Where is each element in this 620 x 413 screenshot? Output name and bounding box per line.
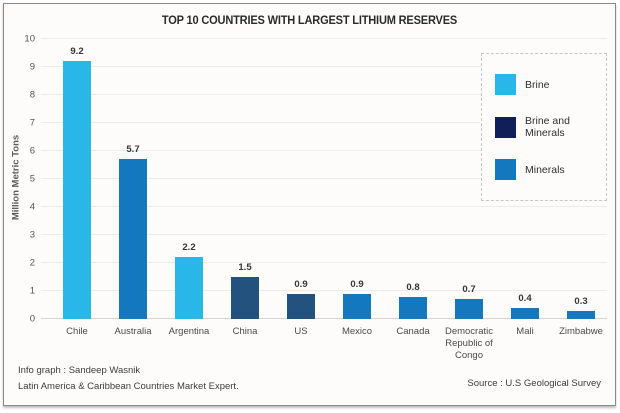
minerals-swatch-icon	[495, 159, 516, 180]
gridline	[41, 122, 607, 123]
bar-canada	[399, 296, 427, 319]
legend-entry-brine-and-minerals: Brine and Minerals	[495, 115, 606, 139]
x-axis-label-us: US	[294, 326, 308, 337]
bar-value-china: 1.5	[238, 262, 252, 273]
legend-label: Brine and Minerals	[525, 115, 570, 139]
gridline	[41, 262, 607, 263]
y-tick-label: 9	[29, 61, 35, 73]
y-tick-label: 8	[29, 89, 35, 101]
infograph-credit-line2: Latin America & Caribbean Countries Mark…	[18, 381, 239, 392]
x-axis-label-zimbabwe: Zimbabwe	[559, 326, 603, 337]
gridline	[41, 178, 607, 179]
bar-value-mexico: 0.9	[350, 278, 364, 290]
legend: Brine Brine and Minerals Minerals	[481, 53, 607, 201]
x-axis-label-chile: Chile	[66, 326, 88, 337]
y-tick-label: 3	[29, 229, 35, 241]
y-tick-label: 4	[29, 201, 35, 213]
y-tick-label: 6	[29, 145, 35, 157]
bar-value-canada: 0.8	[406, 281, 420, 293]
chart-title: TOP 10 COUNTRIES WITH LARGEST LITHIUM RE…	[161, 13, 458, 27]
bar-argentina	[175, 257, 203, 319]
legend-label: Minerals	[525, 163, 565, 176]
gridline	[41, 66, 607, 67]
x-axis-label-argentina: Argentina	[168, 326, 210, 337]
y-tick-label: 1	[29, 285, 35, 297]
bar-australia	[119, 159, 147, 319]
bar-mali	[511, 307, 539, 319]
bar-us	[287, 293, 315, 319]
x-axis-label-australia: Australia	[114, 326, 152, 337]
x-axis-label-canada: Canada	[396, 326, 430, 337]
x-axis-label-mali: Mali	[516, 326, 534, 337]
gridline	[41, 234, 607, 235]
bar-value-argentina: 2.2	[182, 242, 196, 254]
gridline	[41, 150, 607, 151]
infograph-credit: Info graph : Sandeep Wasnik Latin Americ…	[18, 363, 239, 395]
y-tick-label: 2	[29, 257, 35, 269]
gridline	[41, 94, 607, 95]
bar-value-australia: 5.7	[126, 144, 140, 156]
y-axis: 0 1 2 3 4 5 6 7 8 9 10	[4, 34, 37, 325]
y-tick-label: 0	[29, 313, 35, 325]
bar-value-chile: 9.2	[70, 46, 84, 58]
bar-mexico	[343, 293, 371, 319]
x-axis-label-democratic-republic-of-congo: Democratic Republic of Congo	[444, 326, 494, 361]
bar-value-mali: 0.4	[518, 292, 532, 304]
y-tick-label: 7	[29, 117, 35, 129]
legend-entry-minerals: Minerals	[495, 159, 606, 180]
brine-and-minerals-swatch-icon	[495, 116, 516, 138]
bar-democratic-republic-of-congo	[455, 299, 483, 319]
legend-label: Brine	[525, 78, 550, 91]
plot-area: 9.2 Chile 5.7 Australia 2.2 Argentina 1.5 China…	[41, 38, 607, 361]
x-axis-label-china: China	[232, 326, 258, 337]
bar-chile	[63, 61, 91, 319]
legend-entry-brine: Brine	[495, 74, 606, 95]
gridline	[41, 38, 607, 39]
bar-china	[231, 277, 259, 319]
y-tick-label: 10	[24, 33, 35, 45]
bar-value-us: 0.9	[294, 278, 308, 290]
bar-value-zimbabwe: 0.3	[574, 295, 588, 307]
gridline	[41, 290, 607, 291]
x-axis-label-mexico: Mexico	[341, 326, 373, 337]
source-note: Source : U.S Geological Survey	[467, 378, 601, 389]
brine-swatch-icon	[495, 74, 516, 95]
gridline	[41, 206, 607, 207]
bar-zimbabwe	[567, 310, 595, 319]
chart-frame: TOP 10 COUNTRIES WITH LARGEST LITHIUM RE…	[3, 3, 616, 406]
bar-value-democratic-republic-of-congo: 0.7	[462, 284, 476, 296]
infograph-credit-line1: Info graph : Sandeep Wasnik	[18, 365, 141, 376]
y-tick-label: 5	[29, 173, 35, 185]
gridline	[41, 318, 607, 319]
